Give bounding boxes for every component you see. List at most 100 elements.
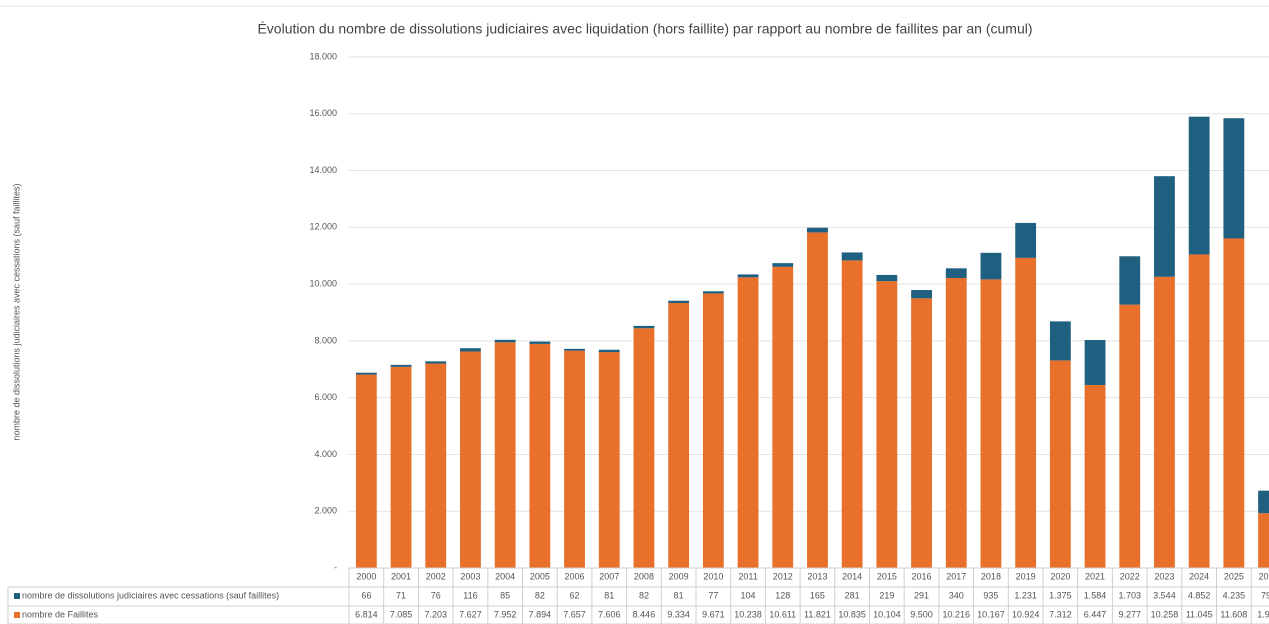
bar-segment [876,281,898,568]
bar-segment [668,303,690,568]
data-label: 340 [949,590,964,600]
legend-label: nombre de Faillites [22,609,99,619]
legend-swatch [14,612,20,618]
data-label: 1.930 [1257,609,1269,619]
x-tick-label: 2025 [1224,571,1244,581]
x-tick-label: 2014 [842,571,862,581]
y-tick-label: 16.000 [309,108,337,118]
x-tick-label: 2002 [426,571,446,581]
y-tick-label: 4.000 [314,449,337,459]
data-label: 71 [396,590,406,600]
bar-segment [390,364,412,367]
x-tick-label: 2006 [565,571,585,581]
y-tick-label: 6.000 [314,392,337,402]
data-label: 7.203 [424,609,447,619]
data-label: 62 [570,590,580,600]
data-label: 10.104 [873,609,901,619]
y-tick-label: 8.000 [314,335,337,345]
bar-segment [807,232,828,568]
x-tick-label: 2018 [981,571,1001,581]
data-label: 7.312 [1049,609,1072,619]
x-tick-label: 2013 [807,571,827,581]
x-tick-label: 2017 [946,571,966,581]
y-axis-label: nombre de dissolutions judiciaires avec … [11,183,21,440]
x-tick-label: 2003 [460,571,480,581]
bar-segment [1188,116,1210,255]
data-label: 1.703 [1118,590,1141,600]
bar-segment [390,366,412,568]
x-tick-label: 2015 [877,571,897,581]
data-label: 11.608 [1220,609,1247,619]
legend-label: nombre de dissolutions judiciaires avec … [22,590,279,600]
data-label: 82 [535,590,545,600]
bar-segment [1049,321,1071,361]
bar-segment [1188,254,1210,569]
data-label: 935 [983,590,998,600]
data-label: 281 [845,590,860,600]
bar-segment [1084,340,1106,385]
bar-segment [1119,256,1141,305]
bar-segment [737,277,759,568]
data-label: 165 [810,590,825,600]
bar-segment [529,343,551,568]
y-tick-label: 2.000 [314,506,337,516]
bar-segment [1015,257,1037,568]
y-tick-label: 10.000 [309,278,337,288]
bar-segment [1223,118,1245,239]
data-label: 794 [1261,590,1269,600]
data-label: 77 [708,590,718,600]
data-label: 10.167 [977,609,1005,619]
data-label: 82 [639,590,649,600]
data-label: 10.611 [769,609,796,619]
bar-segment [425,361,447,364]
data-label: 76 [431,590,441,600]
bar-segment [564,350,585,568]
bar-segment [945,277,967,568]
data-label: 9.277 [1118,609,1141,619]
data-label: 1.231 [1014,590,1037,600]
bar-segment [1049,360,1071,568]
data-label: 3.544 [1153,590,1176,600]
bar-segment [529,341,551,344]
data-label: 219 [879,590,894,600]
data-label: 291 [914,590,929,600]
x-tick-label: 2011 [738,571,757,581]
bar-segment [702,291,724,294]
x-tick-label: 2020 [1050,571,1070,581]
x-tick-label: 2000 [356,571,376,581]
bar-segment [980,279,1002,568]
bar-segment [737,274,759,278]
data-label: 104 [741,590,756,600]
bar-segment [1119,304,1141,568]
x-tick-label: 2004 [495,571,515,581]
bar-segment [945,268,967,278]
bar-segment [1258,490,1269,514]
x-tick-label: 2008 [634,571,654,581]
bar-segment [633,325,655,329]
data-label: 10.216 [942,609,970,619]
x-tick-label: 2019 [1016,571,1036,581]
bar-segment [494,342,516,568]
bar-segment [841,252,863,261]
bar-segment [668,300,690,304]
bar-segment [1258,513,1269,568]
data-label: 7.627 [459,609,482,619]
data-label: 85 [500,590,510,600]
bar-segment [772,266,794,568]
bar-segment [807,227,828,233]
data-label: 6.447 [1084,609,1107,619]
data-label: 9.671 [702,609,725,619]
bar-segment [1154,176,1175,277]
data-label: 4.852 [1188,590,1211,600]
x-tick-label: 2021 [1085,571,1105,581]
data-label: 4.235 [1223,590,1246,600]
bar-segment [772,263,794,267]
y-tick-label: 14.000 [309,165,337,175]
x-tick-label: 2023 [1154,571,1174,581]
x-tick-label: 2005 [530,571,550,581]
bar-segment [1223,238,1245,568]
data-label: 11.821 [804,609,831,619]
data-label: 1.375 [1049,590,1072,600]
x-tick-label: 2009 [669,571,689,581]
